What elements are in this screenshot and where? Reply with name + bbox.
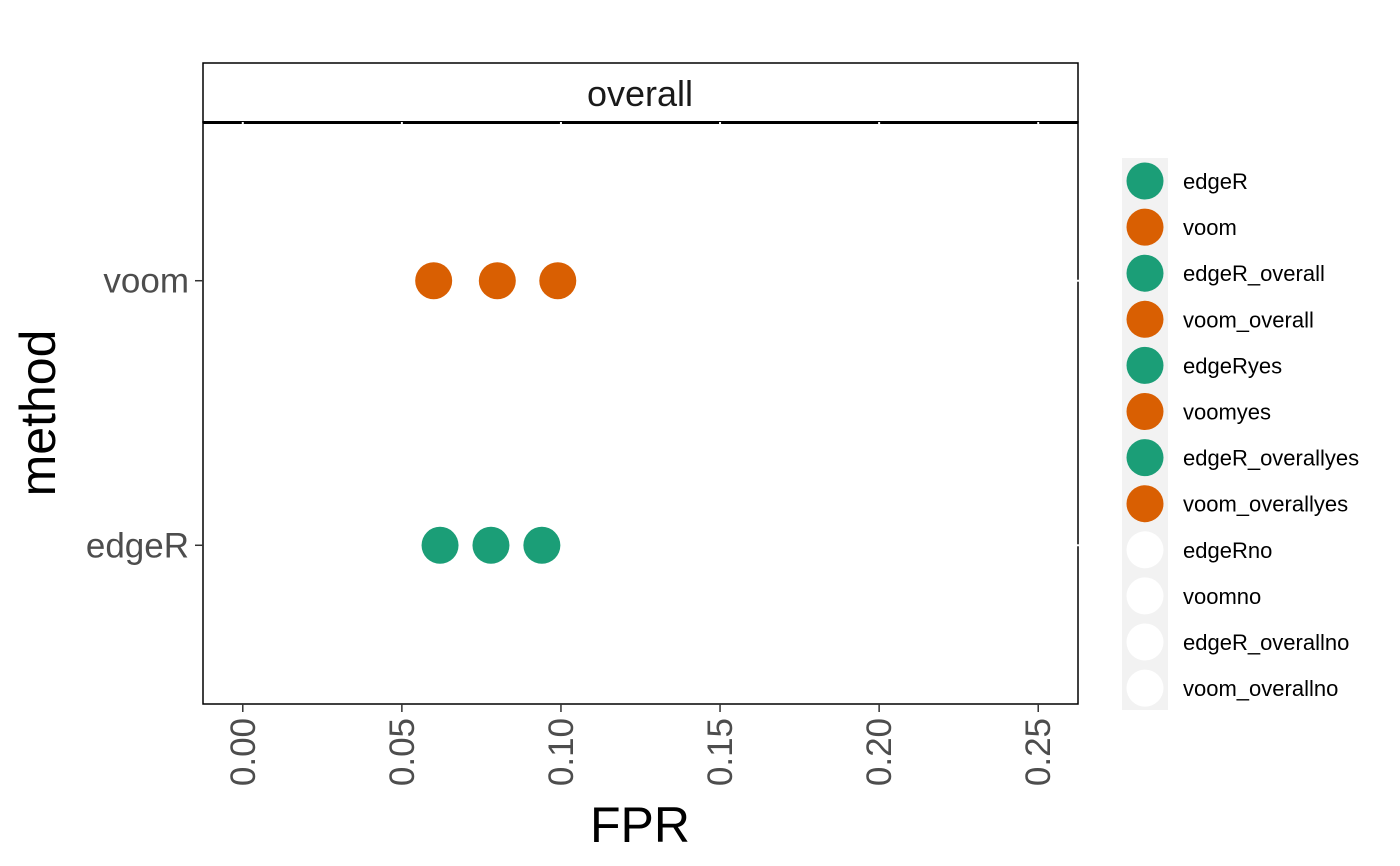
legend-key	[1126, 531, 1164, 569]
plot-panel	[202, 121, 1079, 705]
legend-key	[1126, 439, 1164, 477]
x-tick-label: 0.05	[383, 718, 422, 786]
y-tick-label: voom	[103, 262, 189, 301]
y-tick-label: edgeR	[86, 526, 189, 565]
facet-strip: overall	[202, 62, 1079, 123]
legend-label: voom_overallyes	[1183, 492, 1348, 517]
legend-label: edgeRno	[1183, 538, 1272, 563]
legend: edgeR voom edgeR_overall voom_overall edgeRy…	[1122, 158, 1359, 710]
legend-key	[1126, 623, 1164, 661]
legend-key	[1126, 300, 1164, 338]
data-point-voom	[415, 262, 453, 300]
legend-key-background	[1122, 158, 1168, 710]
legend-label: voom_overallno	[1183, 676, 1338, 701]
legend-label: voom	[1183, 215, 1237, 240]
x-axis-title: FPR	[590, 797, 690, 853]
x-tick-label: 0.20	[860, 718, 899, 786]
legend-label: edgeRyes	[1183, 353, 1282, 378]
legend-key	[1126, 669, 1164, 707]
data-points	[415, 262, 577, 564]
data-point-voom	[478, 262, 516, 300]
legend-label: edgeR_overallno	[1183, 630, 1349, 655]
facet-title: overall	[587, 73, 693, 114]
x-tick-label: 0.00	[224, 718, 263, 786]
x-tick-label: 0.10	[542, 718, 581, 786]
x-tick-label: 0.25	[1019, 718, 1058, 786]
legend-label: edgeR	[1183, 169, 1248, 194]
legend-label: voom_overall	[1183, 307, 1314, 332]
legend-key	[1126, 577, 1164, 615]
legend-key	[1126, 254, 1164, 292]
y-axis: edgeR voom	[86, 262, 1079, 565]
facet-strip-box	[202, 62, 1079, 123]
legend-key	[1126, 346, 1164, 384]
legend-key	[1126, 162, 1164, 200]
y-axis-title: method	[10, 330, 66, 497]
legend-key	[1126, 208, 1164, 246]
legend-label: voomyes	[1183, 400, 1271, 425]
data-point-edgeR	[421, 526, 459, 564]
legend-label: edgeR_overallyes	[1183, 446, 1359, 471]
data-point-edgeR	[523, 526, 561, 564]
data-point-voom	[539, 262, 577, 300]
data-point-edgeR	[472, 526, 510, 564]
x-tick-label: 0.15	[701, 718, 740, 786]
legend-key	[1126, 485, 1164, 523]
legend-label: voomno	[1183, 584, 1261, 609]
legend-label: edgeR_overall	[1183, 261, 1325, 286]
x-axis: 0.00 0.05 0.10 0.15 0.20 0.25	[224, 122, 1058, 786]
legend-key	[1126, 393, 1164, 430]
